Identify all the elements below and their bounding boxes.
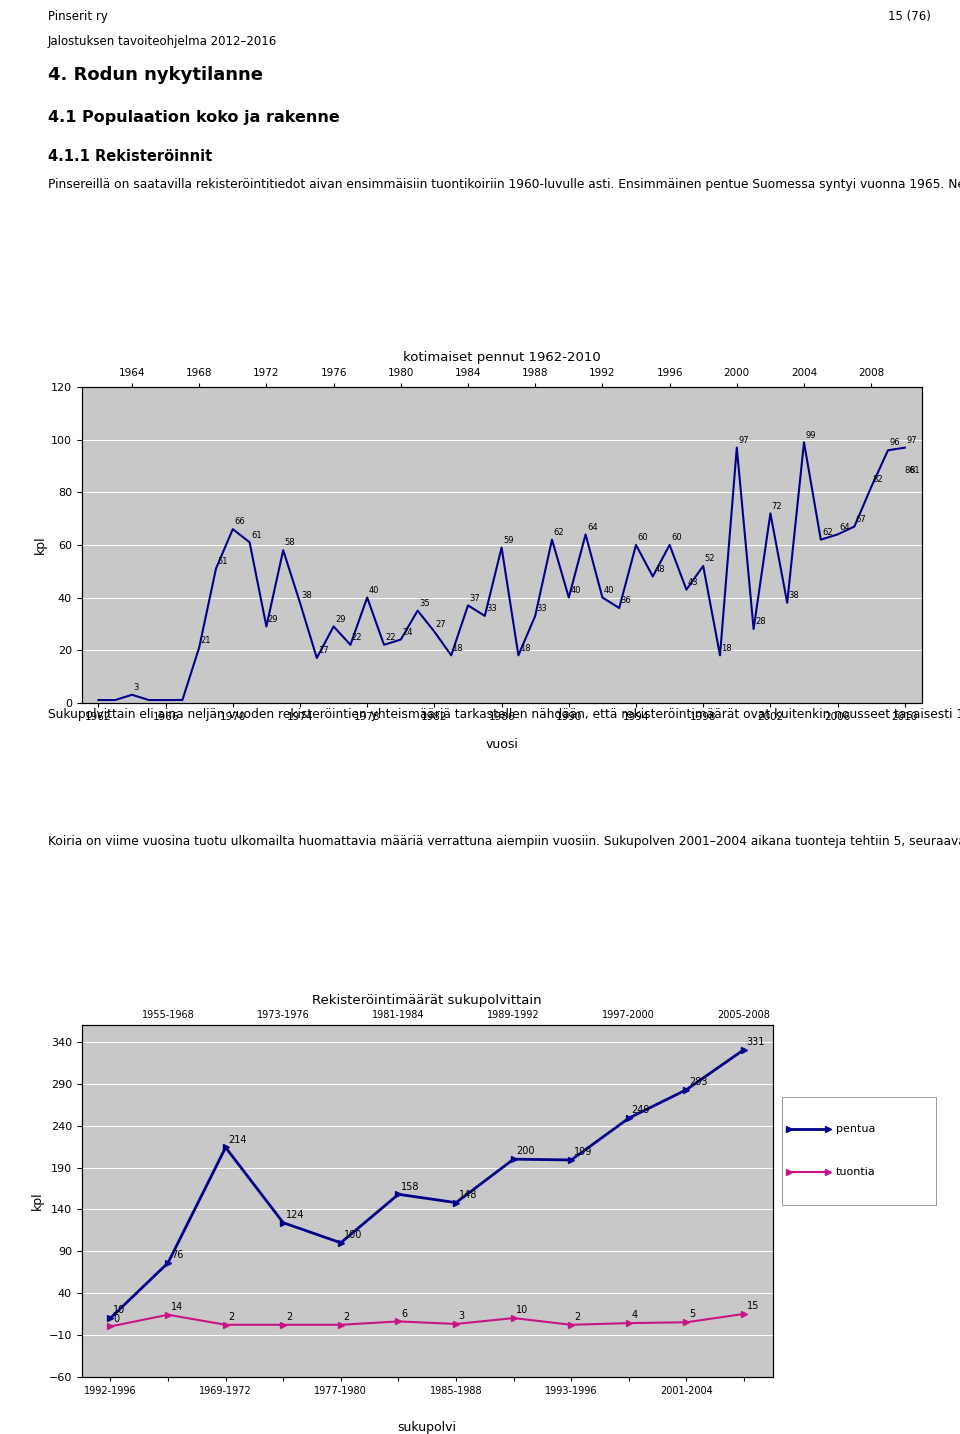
Text: 283: 283 <box>689 1077 708 1087</box>
Text: 214: 214 <box>228 1134 247 1144</box>
X-axis label: vuosi: vuosi <box>485 739 518 751</box>
Text: Pinsereillä on saatavilla rekisteröintitiedot aivan ensimmäisiin tuontikoiriin 1: Pinsereillä on saatavilla rekisteröintit… <box>48 178 960 191</box>
Text: 86: 86 <box>904 466 916 475</box>
Text: 81: 81 <box>909 466 920 476</box>
Title: Rekisteröintimäärät sukupolvittain: Rekisteröintimäärät sukupolvittain <box>312 994 542 1007</box>
Text: 52: 52 <box>705 554 715 564</box>
Text: 10: 10 <box>516 1305 529 1315</box>
Text: 28: 28 <box>755 617 766 627</box>
Text: 21: 21 <box>201 635 211 645</box>
Text: 60: 60 <box>671 533 682 542</box>
Text: 37: 37 <box>469 594 480 602</box>
Text: 15 (76): 15 (76) <box>888 10 931 23</box>
Text: Sukupolvittain eli aina neljän vuoden rekisteröintien yhteismääriä tarkastellen : Sukupolvittain eli aina neljän vuoden re… <box>48 708 960 721</box>
Y-axis label: kpl: kpl <box>32 1192 44 1210</box>
Text: 2: 2 <box>286 1312 292 1322</box>
Text: 38: 38 <box>788 591 800 599</box>
Text: 148: 148 <box>459 1190 477 1200</box>
Text: 100: 100 <box>344 1230 362 1240</box>
Text: Jalostuksen tavoiteohjelma 2012–2016: Jalostuksen tavoiteohjelma 2012–2016 <box>48 36 277 49</box>
Text: 14: 14 <box>171 1302 183 1312</box>
Text: 18: 18 <box>721 644 732 652</box>
Text: 4. Rodun nykytilanne: 4. Rodun nykytilanne <box>48 66 263 83</box>
Text: 33: 33 <box>486 604 497 614</box>
Text: 10: 10 <box>113 1305 126 1315</box>
Text: 124: 124 <box>286 1210 304 1220</box>
Text: 58: 58 <box>284 538 296 548</box>
X-axis label: sukupolvi: sukupolvi <box>397 1421 457 1434</box>
Text: 17: 17 <box>318 647 329 655</box>
Text: 249: 249 <box>632 1106 650 1116</box>
Text: 2: 2 <box>344 1312 349 1322</box>
Text: Koiria on viime vuosina tuotu ulkomailta huomattavia määriä verrattuna aiempiin : Koiria on viime vuosina tuotu ulkomailta… <box>48 835 960 847</box>
Text: 59: 59 <box>503 536 514 545</box>
Text: 62: 62 <box>822 528 833 536</box>
Text: 22: 22 <box>385 632 396 642</box>
Text: 66: 66 <box>234 518 245 526</box>
Text: 3: 3 <box>459 1311 465 1321</box>
Text: 62: 62 <box>553 528 564 536</box>
Text: 22: 22 <box>351 632 362 642</box>
Text: 40: 40 <box>604 585 614 595</box>
Text: 18: 18 <box>519 644 531 652</box>
Title: kotimaiset pennut 1962-2010: kotimaiset pennut 1962-2010 <box>403 351 600 364</box>
Text: 15: 15 <box>747 1301 759 1311</box>
Text: 61: 61 <box>251 531 262 539</box>
Text: 82: 82 <box>873 475 883 485</box>
Text: 99: 99 <box>805 430 816 440</box>
Text: 64: 64 <box>839 522 850 532</box>
Text: 48: 48 <box>654 565 665 574</box>
Text: 35: 35 <box>419 599 430 608</box>
Text: 199: 199 <box>574 1147 592 1157</box>
Text: 36: 36 <box>620 597 632 605</box>
Text: 64: 64 <box>587 522 598 532</box>
Text: 96: 96 <box>889 439 900 447</box>
Text: 18: 18 <box>452 644 464 652</box>
Y-axis label: kpl: kpl <box>34 536 47 554</box>
Text: 158: 158 <box>401 1182 420 1192</box>
Text: 51: 51 <box>217 556 228 566</box>
Text: pentua: pentua <box>836 1124 876 1134</box>
Text: 97: 97 <box>906 436 917 445</box>
Text: 200: 200 <box>516 1146 535 1156</box>
Text: 67: 67 <box>855 515 867 523</box>
Text: tuontia: tuontia <box>836 1167 876 1177</box>
Text: 29: 29 <box>335 615 346 624</box>
Text: 38: 38 <box>301 591 312 599</box>
Text: 3: 3 <box>133 683 139 693</box>
Text: Pinserit ry: Pinserit ry <box>48 10 108 23</box>
Text: 40: 40 <box>570 585 581 595</box>
Text: 33: 33 <box>537 604 547 614</box>
Text: 29: 29 <box>268 615 278 624</box>
Text: 76: 76 <box>171 1250 183 1260</box>
Text: 27: 27 <box>436 619 446 630</box>
Text: 4.1 Populaation koko ja rakenne: 4.1 Populaation koko ja rakenne <box>48 110 340 125</box>
Text: 331: 331 <box>747 1037 765 1047</box>
Text: 4.1.1 Rekisteröinnit: 4.1.1 Rekisteröinnit <box>48 149 212 163</box>
Text: 2: 2 <box>574 1312 580 1322</box>
Text: 60: 60 <box>637 533 648 542</box>
Text: 0: 0 <box>113 1314 119 1324</box>
Text: 2: 2 <box>228 1312 234 1322</box>
Text: 4: 4 <box>632 1311 637 1321</box>
Text: 24: 24 <box>402 628 413 637</box>
Text: 6: 6 <box>401 1309 407 1319</box>
Text: 5: 5 <box>689 1309 695 1319</box>
Text: 43: 43 <box>687 578 699 587</box>
Text: 97: 97 <box>738 436 749 445</box>
Text: 40: 40 <box>369 585 379 595</box>
Text: 72: 72 <box>772 502 782 511</box>
